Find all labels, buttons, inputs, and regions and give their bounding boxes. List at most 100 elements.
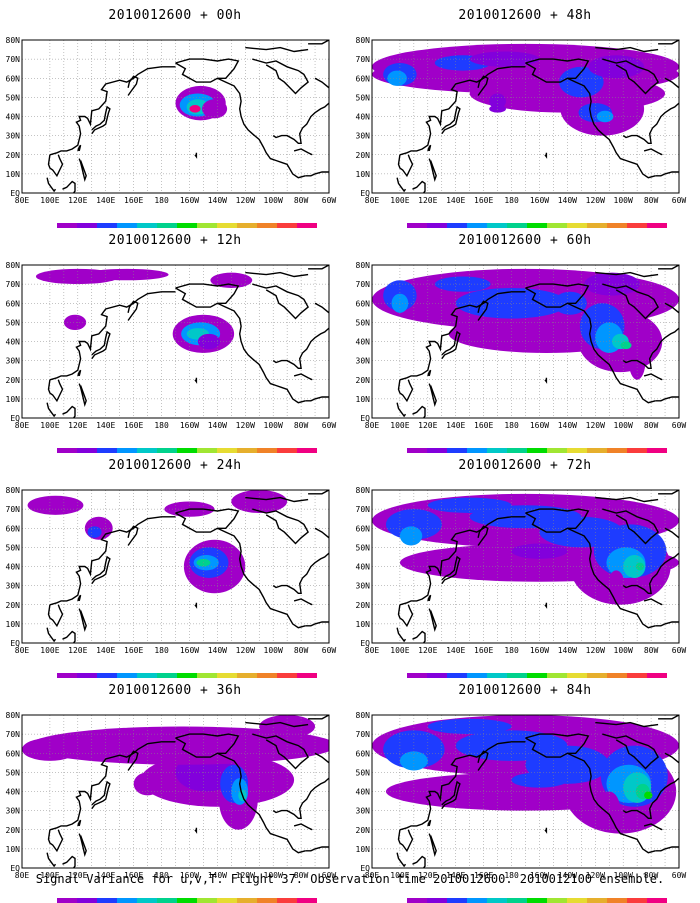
signal-contour xyxy=(27,495,84,515)
coastline xyxy=(427,819,432,827)
panel-title: 2010012600 + 48h xyxy=(458,8,592,23)
colorbar-swatch xyxy=(77,898,97,903)
y-tick-label: 70N xyxy=(6,55,21,64)
y-tick-label: 40N xyxy=(6,338,21,347)
colorbar-swatch xyxy=(427,673,447,678)
y-tick-label: EQ xyxy=(10,414,20,423)
colorbar-swatch xyxy=(97,673,117,678)
colorbar-swatch xyxy=(407,448,427,453)
coastline xyxy=(664,752,679,764)
colorbar-swatch xyxy=(177,673,197,678)
coastline xyxy=(658,265,679,270)
x-tick-label: 180 xyxy=(154,421,169,430)
x-tick-label: 120E xyxy=(68,871,87,880)
y-tick-label: 70N xyxy=(356,55,371,64)
map-frame xyxy=(21,714,330,869)
x-tick-label: 80E xyxy=(365,871,380,880)
colorbar-swatch xyxy=(487,448,507,453)
colorbar-swatch xyxy=(77,223,97,228)
coastline xyxy=(595,496,659,503)
coastline xyxy=(175,733,240,758)
colorbar-swatch xyxy=(277,223,297,228)
coastline xyxy=(217,752,306,854)
colorbar-swatch xyxy=(427,223,447,228)
x-tick-label: 140E xyxy=(446,646,465,655)
coastline xyxy=(655,846,679,852)
figure-caption: Signal Variance for u,v,T. Flight 37. Ob… xyxy=(35,872,665,886)
y-tick-label: 30N xyxy=(6,582,21,591)
x-tick-label: 80W xyxy=(644,646,659,655)
colorbar: 1.62.23.145.16.37.591114212940 xyxy=(407,898,667,903)
x-tick-label: 180 xyxy=(504,421,519,430)
signal-contour xyxy=(189,105,201,113)
x-tick-label: 60W xyxy=(322,871,337,880)
coastline xyxy=(396,177,407,193)
coastline xyxy=(46,852,57,868)
coastline xyxy=(567,752,656,854)
signal-contour xyxy=(231,490,288,513)
colorbar-swatch xyxy=(407,898,427,903)
colorbar-swatch xyxy=(137,673,157,678)
coastline xyxy=(78,158,87,182)
y-tick-label: 30N xyxy=(356,132,371,141)
coastline xyxy=(47,829,64,853)
colorbar-swatch xyxy=(427,448,447,453)
colorbar-swatch xyxy=(237,898,257,903)
colorbar-swatch xyxy=(217,898,237,903)
colorbar-swatch xyxy=(647,673,667,678)
colorbar-swatch xyxy=(137,448,157,453)
colorbar-swatch xyxy=(197,223,217,228)
y-tick-label: 40N xyxy=(356,113,371,122)
x-tick-label: 160W xyxy=(180,871,199,880)
coastline xyxy=(272,552,329,594)
coastline xyxy=(441,780,461,810)
coastline xyxy=(62,180,76,193)
panel-title: 2010012600 + 00h xyxy=(108,8,242,23)
colorbar-swatch xyxy=(467,223,487,228)
coastline xyxy=(544,602,548,609)
panel-title: 2010012600 + 12h xyxy=(108,233,242,248)
coastline xyxy=(412,405,426,418)
x-tick-label: 80W xyxy=(644,196,659,205)
colorbar-swatch xyxy=(567,448,587,453)
coastline xyxy=(127,75,139,96)
y-tick-label: 40N xyxy=(356,338,371,347)
coastline xyxy=(643,823,663,831)
colorbar-swatch xyxy=(467,448,487,453)
colorbar-swatch xyxy=(57,223,77,228)
coastline xyxy=(602,508,659,545)
colorbar-swatch xyxy=(447,448,467,453)
y-tick-label: 20N xyxy=(356,826,371,835)
signal-contour xyxy=(387,70,407,86)
coastline xyxy=(428,158,437,182)
y-tick-label: 80N xyxy=(6,711,21,720)
coastline xyxy=(314,302,329,314)
x-tick-label: 120E xyxy=(68,646,87,655)
coastline xyxy=(217,527,306,629)
x-tick-label: 180 xyxy=(504,646,519,655)
x-tick-label: 160W xyxy=(530,871,549,880)
x-tick-label: 120E xyxy=(418,421,437,430)
x-tick-label: 180 xyxy=(504,871,519,880)
x-tick-label: 120W xyxy=(586,646,605,655)
map-panel: 2010012600 + 36h 80N 70N 60N 50N 40N 30N 20N 10N… xyxy=(0,675,350,903)
x-tick-label: 140W xyxy=(208,871,227,880)
y-tick-label: 60N xyxy=(6,524,21,533)
colorbar-swatch xyxy=(407,223,427,228)
y-tick-label: 50N xyxy=(6,318,21,327)
coastline xyxy=(194,152,198,159)
map-frame xyxy=(21,39,330,194)
coastline xyxy=(49,66,176,156)
colorbar-swatch xyxy=(587,448,607,453)
map-area xyxy=(372,265,679,418)
colorbar-swatch xyxy=(447,223,467,228)
map-panel: 2010012600 + 72h 80N 70N 60N 50N 40N 30N 20N 10N… xyxy=(350,450,700,678)
x-tick-label: 100W xyxy=(614,646,633,655)
colorbar-swatch xyxy=(157,448,177,453)
colorbar-swatch xyxy=(57,673,77,678)
coastline xyxy=(91,780,111,810)
colorbar-swatch xyxy=(257,223,277,228)
colorbar-swatch xyxy=(607,673,627,678)
colorbar-swatch xyxy=(197,898,217,903)
x-tick-label: 160W xyxy=(180,421,199,430)
